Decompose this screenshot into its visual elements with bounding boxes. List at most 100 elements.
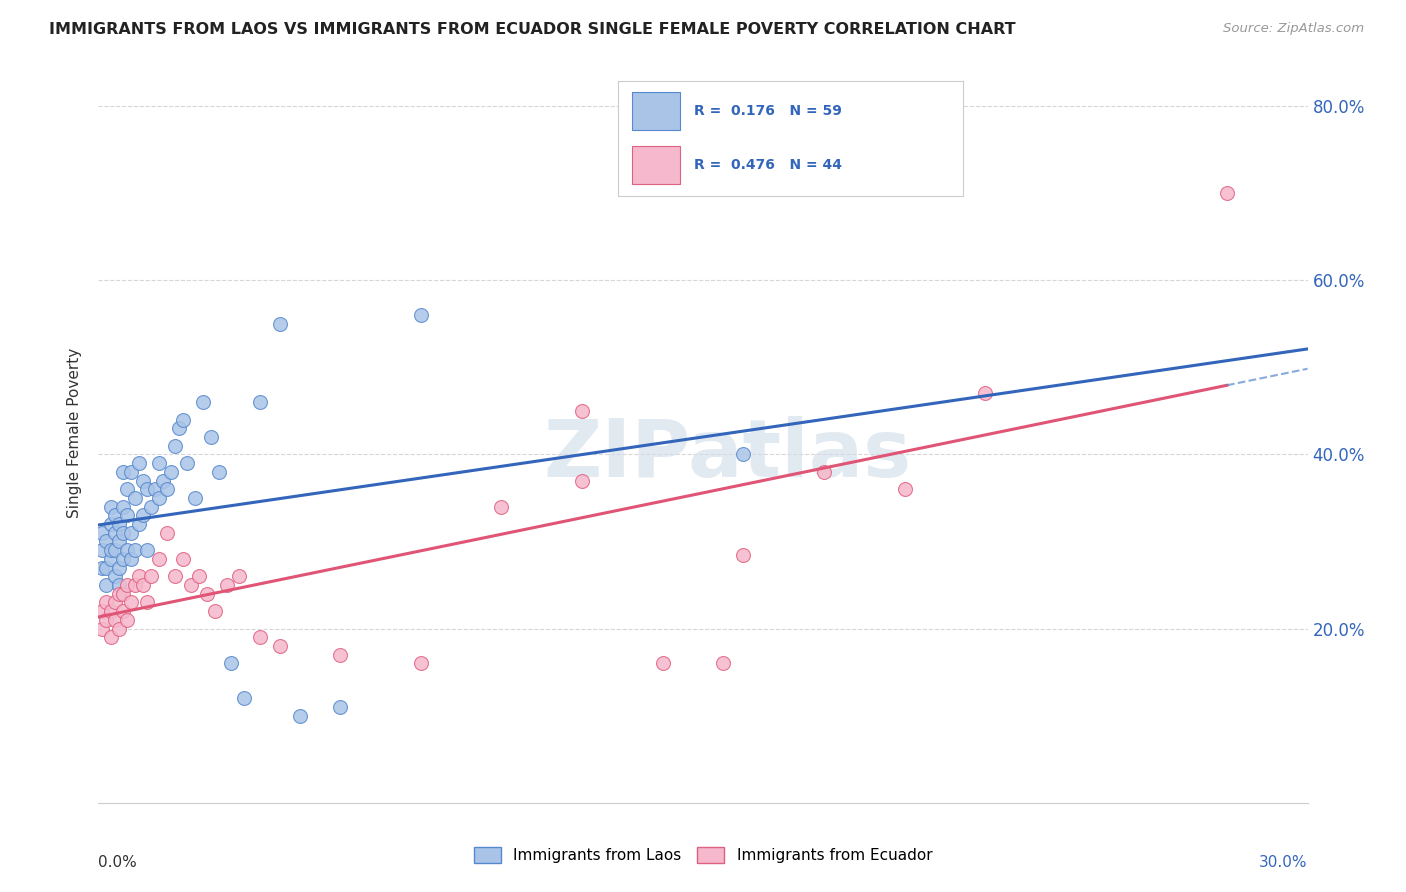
Point xyxy=(139,500,162,514)
Point xyxy=(132,578,155,592)
Point xyxy=(167,421,190,435)
Point xyxy=(288,708,311,723)
Point xyxy=(163,439,186,453)
Point xyxy=(120,595,142,609)
Point xyxy=(172,552,194,566)
Point xyxy=(115,543,138,558)
Point xyxy=(111,500,134,514)
Point xyxy=(103,613,125,627)
Point xyxy=(195,587,218,601)
Point xyxy=(124,543,146,558)
Point xyxy=(91,560,114,574)
Point xyxy=(176,456,198,470)
Point xyxy=(329,700,352,714)
Point xyxy=(100,517,122,532)
Point xyxy=(103,595,125,609)
Point xyxy=(111,465,134,479)
Point xyxy=(107,578,129,592)
Point xyxy=(128,456,150,470)
Point xyxy=(103,569,125,583)
Point xyxy=(128,569,150,583)
Text: 0.0%: 0.0% xyxy=(98,855,138,870)
Point xyxy=(100,630,122,644)
Point xyxy=(1216,186,1239,200)
Point xyxy=(91,622,114,636)
Point xyxy=(107,587,129,601)
Point xyxy=(115,482,138,496)
Point xyxy=(128,517,150,532)
Point xyxy=(217,578,239,592)
Point xyxy=(491,500,513,514)
Point xyxy=(100,604,122,618)
Point xyxy=(96,613,118,627)
Point xyxy=(188,569,211,583)
Point xyxy=(148,456,170,470)
Point xyxy=(120,525,142,540)
Point xyxy=(228,569,250,583)
Point xyxy=(91,543,114,558)
Point xyxy=(120,465,142,479)
Point xyxy=(208,465,231,479)
Point xyxy=(651,657,673,671)
Point xyxy=(148,491,170,505)
Point xyxy=(269,639,291,653)
Point xyxy=(107,534,129,549)
Point xyxy=(893,482,915,496)
Point xyxy=(204,604,226,618)
Point xyxy=(96,560,118,574)
Point xyxy=(184,491,207,505)
Point xyxy=(135,595,157,609)
Point xyxy=(115,508,138,523)
Point xyxy=(249,395,271,409)
Point xyxy=(249,630,271,644)
Point xyxy=(103,508,125,523)
Text: 30.0%: 30.0% xyxy=(1260,855,1308,870)
Text: IMMIGRANTS FROM LAOS VS IMMIGRANTS FROM ECUADOR SINGLE FEMALE POVERTY CORRELATIO: IMMIGRANTS FROM LAOS VS IMMIGRANTS FROM … xyxy=(49,22,1015,37)
Point xyxy=(111,587,134,601)
Point xyxy=(148,552,170,566)
Point xyxy=(107,517,129,532)
Point xyxy=(96,534,118,549)
Point xyxy=(91,604,114,618)
Text: ZIPatlas: ZIPatlas xyxy=(543,416,911,494)
Point xyxy=(100,500,122,514)
Point xyxy=(107,622,129,636)
Point xyxy=(152,474,174,488)
Point xyxy=(124,491,146,505)
Point xyxy=(409,657,432,671)
Point xyxy=(124,578,146,592)
Point xyxy=(135,543,157,558)
Point xyxy=(733,447,755,461)
Point xyxy=(143,482,166,496)
Point xyxy=(221,657,243,671)
Point xyxy=(111,552,134,566)
Point xyxy=(120,552,142,566)
Point xyxy=(193,395,215,409)
Point xyxy=(409,308,432,322)
Point xyxy=(115,613,138,627)
Point xyxy=(107,560,129,574)
Point xyxy=(111,525,134,540)
Text: Source: ZipAtlas.com: Source: ZipAtlas.com xyxy=(1223,22,1364,36)
Point xyxy=(160,465,183,479)
Point xyxy=(96,578,118,592)
Point xyxy=(139,569,162,583)
Point xyxy=(96,595,118,609)
Point xyxy=(103,543,125,558)
Point xyxy=(156,525,179,540)
Point xyxy=(132,508,155,523)
Y-axis label: Single Female Poverty: Single Female Poverty xyxy=(67,348,83,517)
Point xyxy=(711,657,734,671)
Point xyxy=(91,525,114,540)
Legend: Immigrants from Laos, Immigrants from Ecuador: Immigrants from Laos, Immigrants from Ec… xyxy=(468,841,938,869)
Point xyxy=(135,482,157,496)
Point xyxy=(269,317,291,331)
Point xyxy=(571,474,593,488)
Point xyxy=(100,543,122,558)
Point xyxy=(813,465,835,479)
Point xyxy=(103,525,125,540)
Point xyxy=(156,482,179,496)
Point xyxy=(100,552,122,566)
Point xyxy=(733,548,755,562)
Point xyxy=(974,386,997,401)
